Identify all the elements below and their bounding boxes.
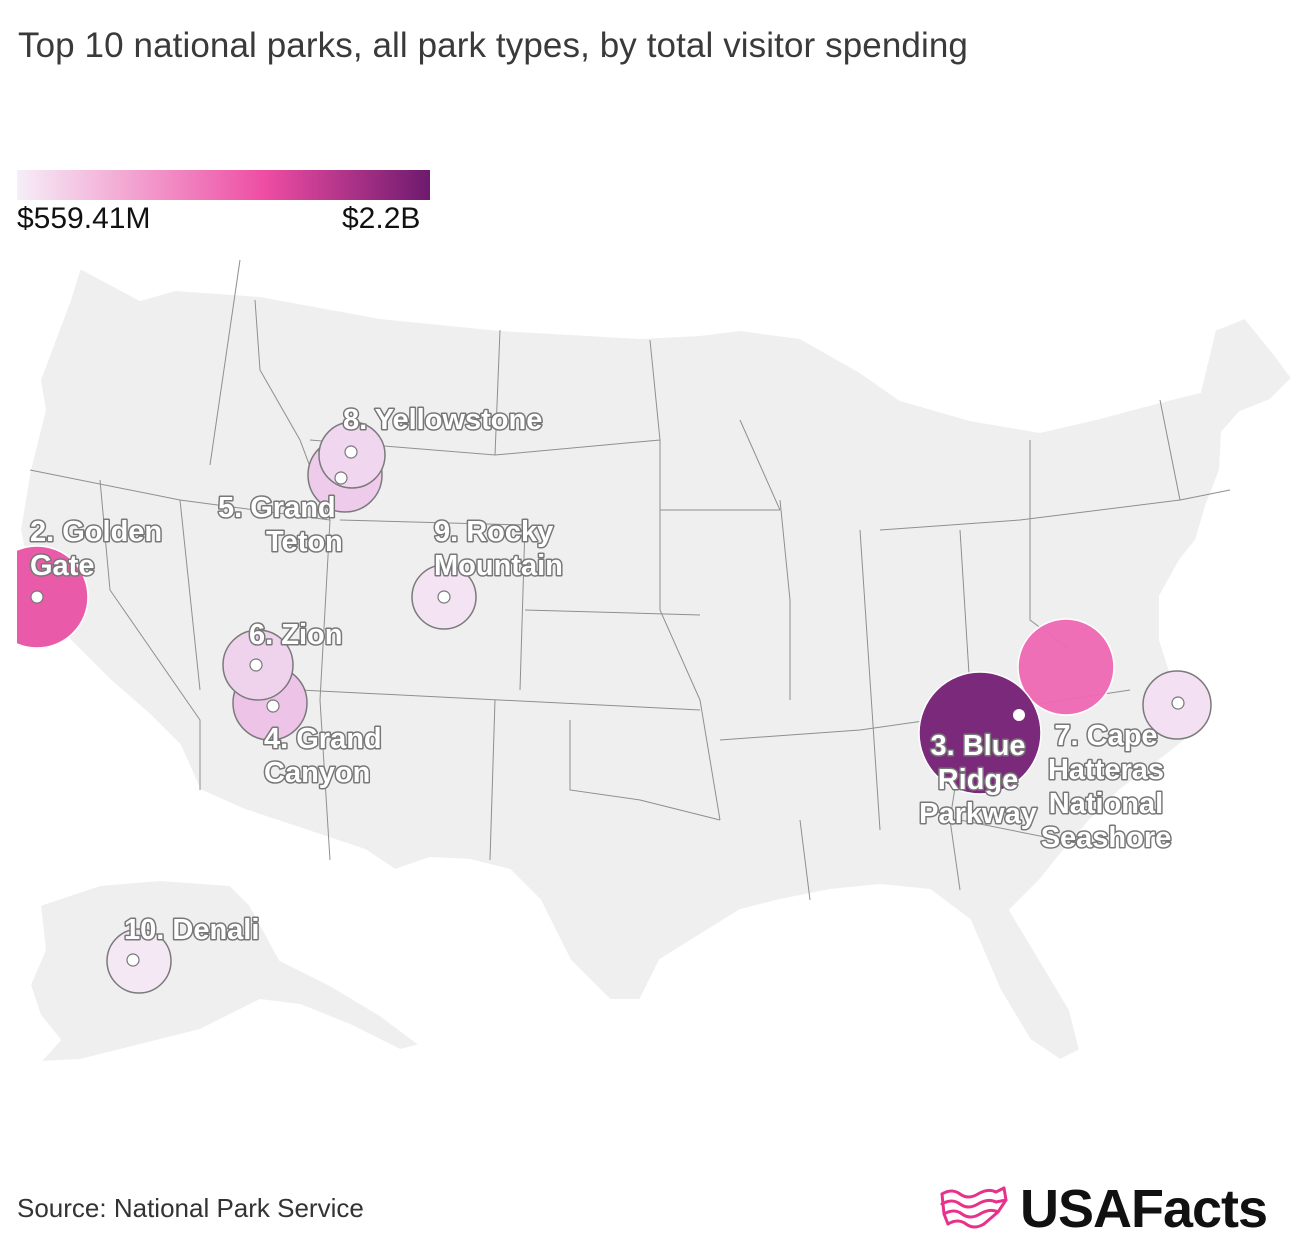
- label-line: 9. Rocky: [434, 516, 553, 548]
- label-line: Hatteras: [1048, 754, 1164, 786]
- label-blue-ridge: 3. Blue Ridge Parkway: [919, 730, 1037, 830]
- park-bubble-great-smoky[interactable]: [1017, 618, 1115, 716]
- label-grand-canyon: 4. Grand Canyon: [264, 723, 382, 789]
- label-yellowstone: 8. Yellowstone: [343, 404, 542, 436]
- park-bubbles: 2. Golden Gate 8. Yellowstone 5. Grand Tet…: [0, 403, 1212, 994]
- label-line: Canyon: [264, 757, 370, 789]
- label-golden-gate: 2. Golden Gate: [30, 516, 162, 582]
- legend-max-label: $2.2B: [342, 202, 421, 235]
- label-zion: 6. Zion: [249, 619, 342, 651]
- label-rocky-mountain: 9. Rocky Mountain: [434, 516, 563, 582]
- label-line: Ridge: [938, 764, 1019, 796]
- park-bubble-golden-gate[interactable]: [0, 545, 89, 649]
- label-line: 7. Cape: [1054, 720, 1157, 752]
- usafacts-logo-text: USAFacts: [1020, 1179, 1268, 1239]
- label-line: National: [1049, 788, 1163, 820]
- label-line: Teton: [266, 526, 343, 558]
- park-location-dots: [30, 445, 1185, 967]
- label-line: 6. Zion: [249, 619, 342, 651]
- source-note: Source: National Park Service: [17, 1193, 364, 1223]
- usafacts-flag-icon: [940, 1186, 1008, 1229]
- chart-title: Top 10 national parks, all park types, b…: [18, 26, 968, 65]
- label-line: 8. Yellowstone: [343, 404, 542, 436]
- color-legend-bar: [17, 170, 430, 200]
- label-line: Parkway: [919, 798, 1037, 830]
- label-line: Seashore: [1041, 822, 1172, 854]
- park-bubble-blue-ridge[interactable]: [918, 671, 1042, 795]
- park-labels: 2. Golden Gate 8. Yellowstone 5. Grand Tet…: [29, 403, 1173, 948]
- label-line: 5. Grand: [218, 492, 336, 524]
- label-line: 10. Denali: [124, 914, 259, 946]
- label-line: 2. Golden: [30, 516, 162, 548]
- label-grand-teton: 5. Grand Teton: [218, 492, 343, 558]
- label-denali: 10. Denali: [124, 914, 259, 946]
- label-line: Mountain: [434, 550, 563, 582]
- label-line: 4. Grand: [264, 723, 382, 755]
- label-cape-hatteras: 7. Cape Hatteras National Seashore: [1041, 720, 1172, 854]
- legend-min-label: $559.41M: [17, 202, 151, 235]
- label-line: 3. Blue: [930, 730, 1025, 762]
- alaska-shape: [28, 878, 423, 1064]
- label-line: Gate: [30, 550, 94, 582]
- state-borders: [29, 259, 1231, 901]
